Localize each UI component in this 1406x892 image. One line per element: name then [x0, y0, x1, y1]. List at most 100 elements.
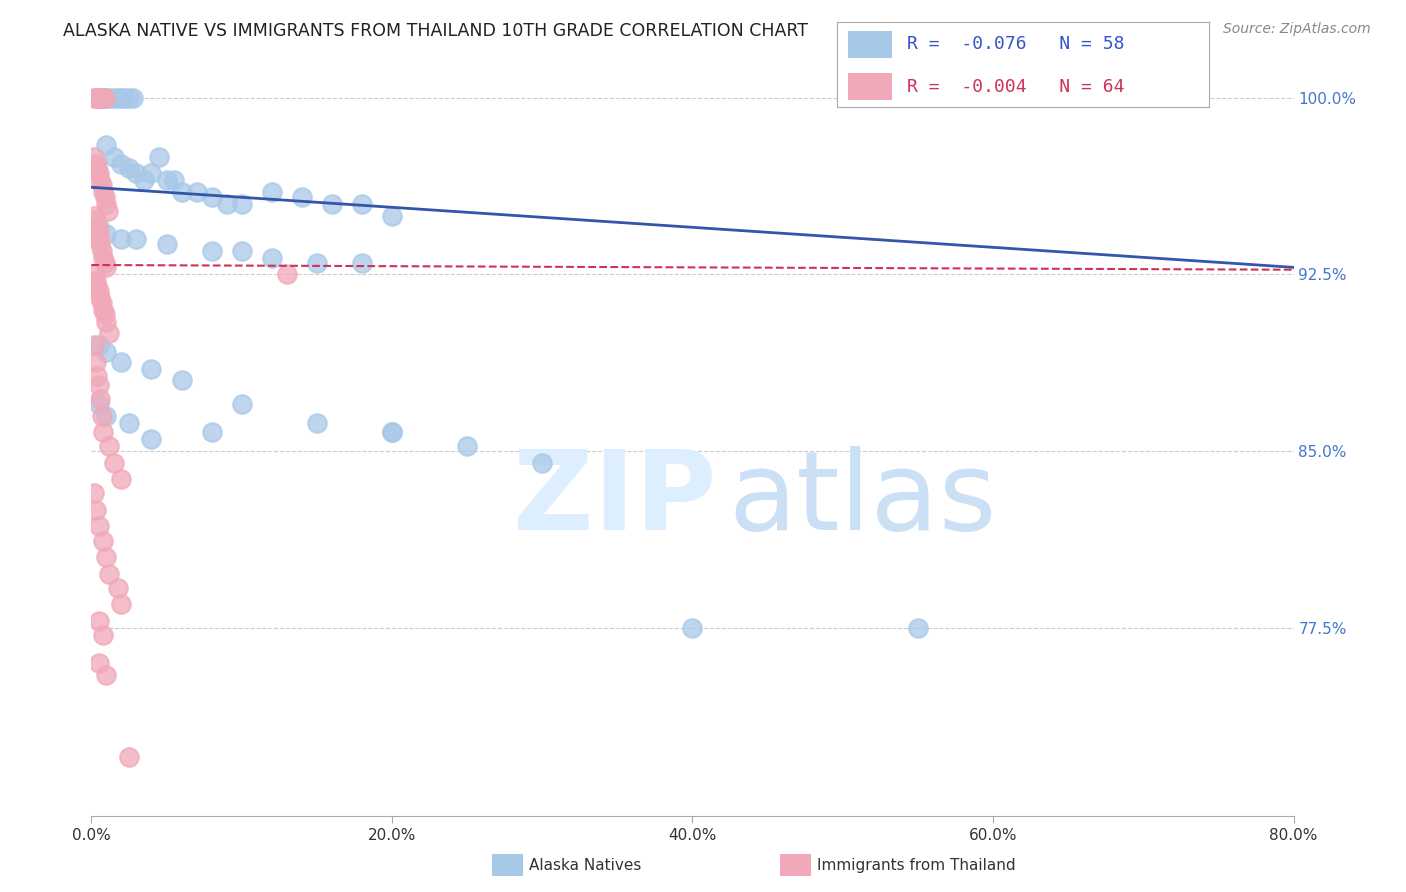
- Point: [155, 173, 177, 187]
- Point: [87, 91, 110, 105]
- Point: [86, 161, 108, 176]
- Point: [456, 439, 478, 453]
- Point: [141, 361, 163, 376]
- Text: Immigrants from Thailand: Immigrants from Thailand: [817, 858, 1015, 872]
- Point: [531, 456, 554, 470]
- Point: [305, 255, 328, 269]
- Point: [93, 251, 115, 265]
- Point: [86, 279, 108, 293]
- Point: [98, 566, 121, 581]
- Point: [103, 91, 125, 105]
- Point: [125, 166, 148, 180]
- Point: [83, 209, 105, 223]
- Point: [83, 338, 105, 352]
- Point: [103, 456, 125, 470]
- Text: R =  -0.004   N = 64: R = -0.004 N = 64: [907, 78, 1125, 95]
- Point: [381, 209, 404, 223]
- Point: [118, 416, 141, 430]
- Point: [89, 291, 111, 305]
- Point: [231, 397, 253, 411]
- Point: [148, 150, 170, 164]
- Point: [97, 203, 120, 218]
- Point: [125, 232, 148, 246]
- Point: [96, 260, 118, 275]
- Point: [163, 173, 186, 187]
- Point: [260, 251, 283, 265]
- Point: [94, 91, 117, 105]
- Point: [107, 581, 129, 595]
- Point: [89, 173, 111, 187]
- Point: [201, 244, 224, 258]
- Point: [276, 268, 298, 282]
- Point: [291, 190, 314, 204]
- Point: [90, 178, 112, 192]
- Text: atlas: atlas: [728, 446, 997, 553]
- Point: [141, 432, 163, 446]
- Point: [93, 302, 115, 317]
- Point: [84, 157, 107, 171]
- Text: Alaska Natives: Alaska Natives: [529, 858, 641, 872]
- Point: [155, 236, 177, 251]
- Point: [350, 196, 373, 211]
- Point: [89, 91, 111, 105]
- Point: [681, 621, 703, 635]
- Point: [93, 185, 115, 199]
- Point: [215, 196, 238, 211]
- Point: [86, 91, 108, 105]
- Point: [132, 173, 155, 187]
- Point: [321, 196, 343, 211]
- Point: [90, 295, 112, 310]
- Point: [231, 244, 253, 258]
- Point: [87, 519, 110, 533]
- FancyBboxPatch shape: [848, 31, 893, 58]
- Point: [110, 232, 132, 246]
- Point: [90, 244, 112, 258]
- Point: [83, 268, 105, 282]
- Point: [110, 354, 132, 368]
- Point: [87, 225, 110, 239]
- Point: [83, 486, 105, 500]
- Point: [118, 750, 141, 764]
- Point: [201, 425, 224, 440]
- Point: [107, 91, 129, 105]
- Point: [96, 91, 118, 105]
- Point: [93, 533, 115, 548]
- Point: [94, 308, 117, 322]
- Point: [93, 91, 115, 105]
- Point: [305, 416, 328, 430]
- Point: [103, 150, 125, 164]
- Text: ALASKA NATIVE VS IMMIGRANTS FROM THAILAND 10TH GRADE CORRELATION CHART: ALASKA NATIVE VS IMMIGRANTS FROM THAILAN…: [63, 22, 808, 40]
- Point: [87, 378, 110, 392]
- Point: [93, 628, 115, 642]
- Point: [118, 161, 141, 176]
- Point: [96, 345, 118, 359]
- Point: [87, 91, 110, 105]
- Point: [83, 150, 105, 164]
- Point: [87, 232, 110, 246]
- Point: [381, 425, 404, 440]
- Point: [114, 91, 136, 105]
- FancyBboxPatch shape: [848, 73, 893, 100]
- Point: [141, 166, 163, 180]
- Point: [84, 275, 107, 289]
- Point: [87, 614, 110, 628]
- Point: [96, 550, 118, 565]
- Point: [110, 157, 132, 171]
- Point: [110, 472, 132, 486]
- Point: [94, 190, 117, 204]
- Point: [89, 236, 111, 251]
- Point: [186, 185, 208, 199]
- Point: [96, 409, 118, 423]
- Point: [93, 91, 115, 105]
- Text: ZIP: ZIP: [513, 446, 717, 553]
- Point: [83, 91, 105, 105]
- Point: [96, 668, 118, 682]
- Point: [96, 227, 118, 242]
- Point: [907, 621, 929, 635]
- Point: [84, 91, 107, 105]
- Point: [231, 196, 253, 211]
- Point: [96, 137, 118, 152]
- Point: [170, 373, 193, 387]
- Point: [89, 392, 111, 407]
- Point: [96, 314, 118, 328]
